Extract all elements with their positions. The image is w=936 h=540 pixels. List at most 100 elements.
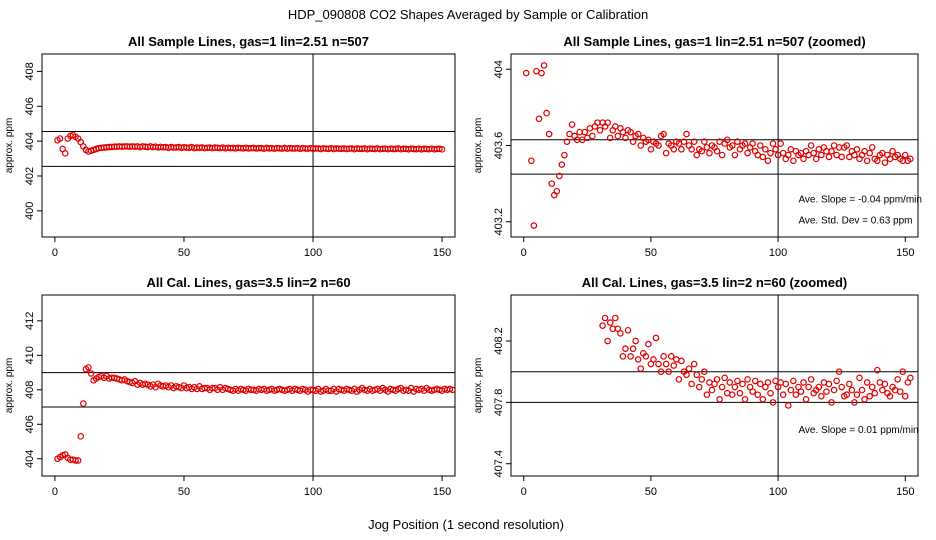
figure-x-axis-label: Jog Position (1 second resolution): [368, 517, 564, 532]
data-point: [77, 433, 85, 440]
data-point: [767, 389, 774, 397]
data-point: [718, 383, 726, 391]
data-point: [61, 150, 69, 157]
data-point: [526, 280, 531, 285]
data-point: [698, 376, 706, 383]
data-point: [756, 380, 764, 388]
data-point: [87, 370, 95, 377]
data-point: [868, 144, 876, 151]
data-point: [810, 149, 818, 157]
data-point: [688, 380, 695, 388]
data-point: [574, 286, 579, 291]
data-point: [596, 126, 604, 134]
data-point: [528, 157, 535, 165]
data-point: [703, 391, 711, 399]
data-point: [543, 109, 550, 117]
panel-title: All Sample Lines, gas=1 lin=2.51 n=507 (…: [563, 34, 865, 49]
data-point: [561, 151, 568, 159]
panel-3: All Cal. Lines, gas=3.5 lin=2 n=60 0 50 100…: [4, 275, 456, 498]
x-tick-label: 0: [521, 247, 527, 259]
data-point: [567, 283, 572, 288]
data-point: [545, 130, 553, 138]
panel-title: All Cal. Lines, gas=3.5 lin=2 n=60: [146, 275, 350, 290]
data-point: [693, 371, 700, 379]
data-point: [556, 172, 563, 180]
data-point: [797, 388, 805, 395]
y-axis-label: approx. ppm: [4, 358, 15, 414]
y-tick-label: 408.2: [493, 327, 505, 355]
data-point: [604, 119, 611, 126]
y-tick-label: 408: [24, 62, 36, 80]
data-point: [554, 280, 559, 285]
y-tick-label: 410: [24, 346, 36, 364]
data-point: [522, 69, 530, 77]
y-tick-label: 406: [24, 415, 36, 433]
data-point: [548, 180, 556, 187]
data-point: [634, 130, 642, 138]
data-point: [539, 277, 544, 282]
data-point: [828, 147, 835, 155]
data-point: [790, 377, 797, 385]
data-point: [744, 376, 751, 383]
data-point: [713, 376, 721, 383]
x-tick-label: 150: [433, 486, 451, 498]
data-point: [800, 379, 807, 386]
data-point: [830, 386, 838, 394]
data-point: [662, 149, 670, 157]
data-point: [629, 345, 637, 352]
data-point: [901, 151, 909, 159]
data-point: [815, 383, 823, 391]
data-point: [807, 142, 815, 149]
data-point: [718, 151, 726, 159]
data-point: [606, 319, 614, 326]
x-tick-label: 50: [178, 247, 190, 259]
plot-frame: [41, 294, 456, 477]
data-point: [606, 134, 614, 142]
data-point: [655, 360, 662, 368]
data-point: [560, 295, 564, 296]
data-point: [889, 147, 896, 155]
data-point: [634, 356, 642, 363]
data-point: [769, 140, 777, 147]
data-point: [863, 379, 871, 386]
data-point: [851, 399, 858, 406]
data-point: [538, 69, 545, 77]
data-point: [818, 392, 825, 400]
data-point: [759, 153, 767, 161]
data-point: [754, 391, 762, 399]
data-point: [731, 151, 739, 159]
data-point: [825, 153, 833, 161]
panel-1: All Sample Lines, gas=1 lin=2.51 n=507 0 5…: [4, 34, 456, 259]
data-point: [530, 222, 538, 229]
data-point: [853, 146, 861, 153]
data-point: [772, 146, 779, 153]
data-point: [858, 386, 866, 394]
y-axis-label: approx. ppm: [4, 118, 15, 174]
data-point: [660, 130, 667, 138]
data-point: [734, 377, 741, 385]
data-point: [899, 368, 907, 375]
data-point: [861, 396, 868, 403]
panel-2: All Sample Lines, gas=1 lin=2.51 n=507 (…: [473, 34, 922, 259]
data-point: [787, 386, 795, 394]
data-point: [751, 377, 759, 385]
x-tick-label: 50: [645, 486, 657, 498]
data-point: [535, 115, 543, 123]
data-point: [802, 396, 810, 403]
data-point: [777, 140, 784, 147]
data-point: [812, 155, 820, 163]
data-point: [800, 155, 807, 163]
data-point: [695, 383, 703, 391]
y-tick-label: 400: [24, 202, 36, 220]
data-point: [764, 157, 772, 165]
data-point: [723, 136, 731, 144]
data-point: [807, 376, 815, 383]
data-point: [678, 357, 685, 365]
data-point: [779, 391, 787, 399]
data-point: [790, 157, 797, 165]
data-point: [907, 155, 914, 163]
x-tick-label: 50: [645, 247, 657, 259]
y-tick-label: 407.8: [493, 389, 505, 417]
y-tick-label: 403.6: [493, 132, 505, 160]
